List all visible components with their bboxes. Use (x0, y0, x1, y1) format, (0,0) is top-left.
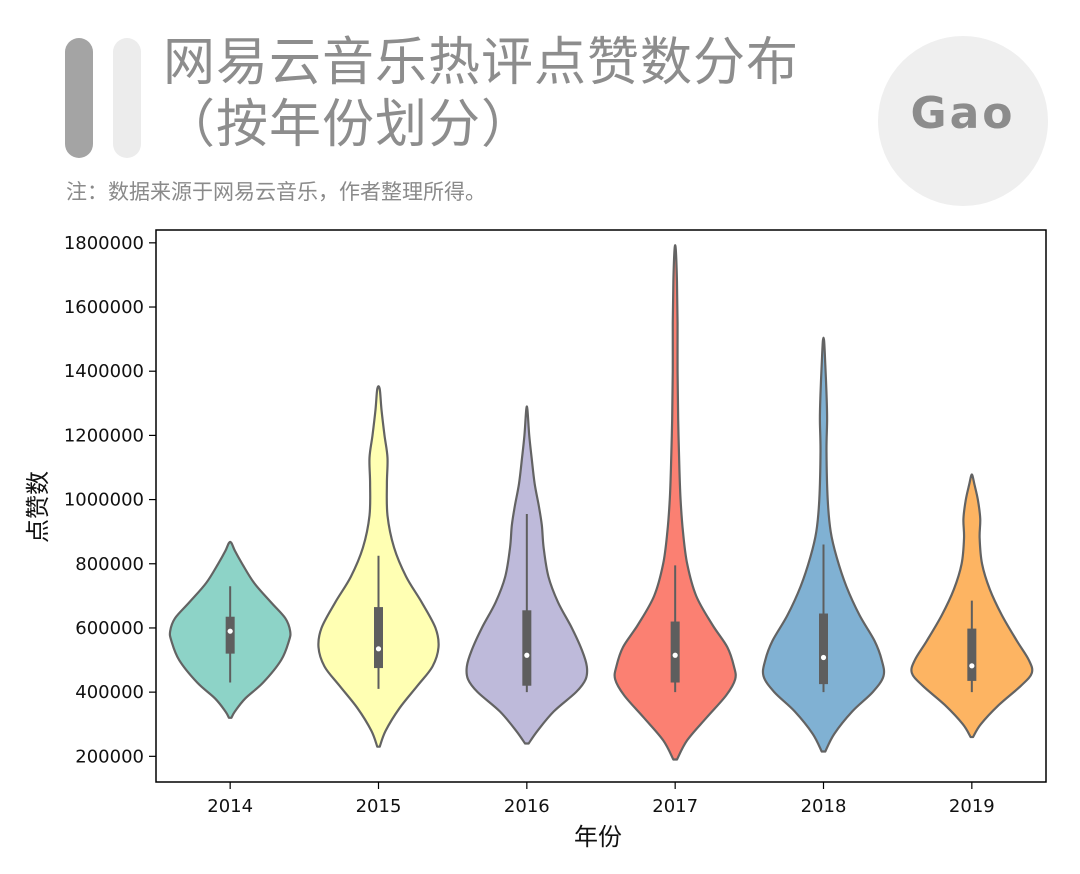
y-tick-label: 600000 (75, 618, 144, 639)
x-tick-label: 2015 (356, 796, 402, 817)
x-axis: 2014 2015 2016 2017 2018 2019 (207, 782, 995, 817)
violin-2017 (613, 244, 737, 761)
iqr-box-2018 (819, 613, 828, 685)
median-dot-2017 (672, 652, 678, 658)
y-axis: 200000 400000 600000 800000 1000000 1200000 14… (64, 233, 156, 767)
title-accent-bar-dark (65, 38, 93, 158)
x-tick-label: 2016 (504, 796, 550, 817)
median-dot-2019 (969, 663, 975, 669)
y-tick-label: 400000 (75, 682, 144, 703)
iqr-box-2016 (522, 610, 532, 686)
median-dot-2014 (227, 628, 233, 634)
y-tick-label: 1400000 (64, 361, 144, 382)
page-title: 网易云音乐热评点赞数分布（按年份划分） (163, 33, 800, 155)
x-tick-label: 2018 (801, 796, 847, 817)
y-tick-label: 800000 (75, 554, 144, 575)
iqr-box-2014 (225, 616, 235, 654)
y-axis-label: 点赞数 (24, 471, 52, 543)
x-tick-label: 2014 (207, 796, 253, 817)
median-dot-2016 (524, 652, 530, 658)
plot-frame (155, 229, 1047, 783)
y-tick-label: 1800000 (64, 233, 144, 254)
iqr-box-2019 (967, 628, 977, 681)
iqr-box-2017 (670, 621, 680, 683)
source-note: 注：数据来源于网易云音乐，作者整理所得。 (66, 180, 486, 204)
median-dot-2018 (820, 654, 827, 661)
iqr-box-2015 (374, 607, 383, 669)
y-tick-label: 1000000 (64, 490, 144, 511)
y-tick-label: 1200000 (64, 425, 144, 446)
violins-group (168, 244, 1034, 761)
y-tick-label: 200000 (75, 746, 144, 767)
author-logo: Gao (878, 36, 1048, 206)
x-tick-label: 2019 (949, 796, 995, 817)
y-tick-label: 1600000 (64, 297, 144, 318)
x-axis-label: 年份 (574, 823, 622, 851)
logo-text: Gao (910, 88, 1016, 139)
x-tick-label: 2017 (652, 796, 698, 817)
median-dot-2015 (375, 646, 382, 652)
title-accent-bar-light (113, 38, 141, 158)
